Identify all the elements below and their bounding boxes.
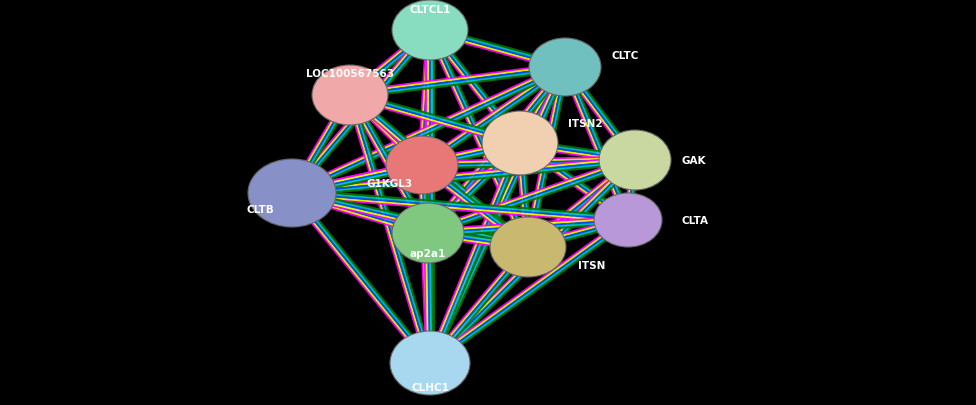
Text: CLTB: CLTB: [246, 205, 274, 215]
Text: CLHC1: CLHC1: [411, 382, 449, 392]
Ellipse shape: [390, 331, 470, 395]
Ellipse shape: [529, 39, 601, 97]
Ellipse shape: [594, 194, 662, 247]
Text: CLTC: CLTC: [612, 51, 639, 61]
Ellipse shape: [392, 1, 468, 61]
Ellipse shape: [490, 217, 566, 277]
Text: ITSN2: ITSN2: [568, 119, 602, 129]
Text: G1KGL3: G1KGL3: [367, 179, 413, 189]
Ellipse shape: [312, 66, 388, 126]
Text: CLTA: CLTA: [682, 215, 709, 226]
Ellipse shape: [599, 131, 671, 190]
Text: ap2a1: ap2a1: [410, 248, 446, 258]
Text: ITSN: ITSN: [578, 260, 605, 270]
Ellipse shape: [386, 136, 458, 194]
Ellipse shape: [482, 112, 558, 175]
Text: CLTCL1: CLTCL1: [409, 5, 451, 15]
Text: GAK: GAK: [682, 156, 707, 166]
Ellipse shape: [392, 203, 464, 263]
Text: LOC100567563: LOC100567563: [306, 69, 394, 79]
Ellipse shape: [248, 160, 336, 228]
